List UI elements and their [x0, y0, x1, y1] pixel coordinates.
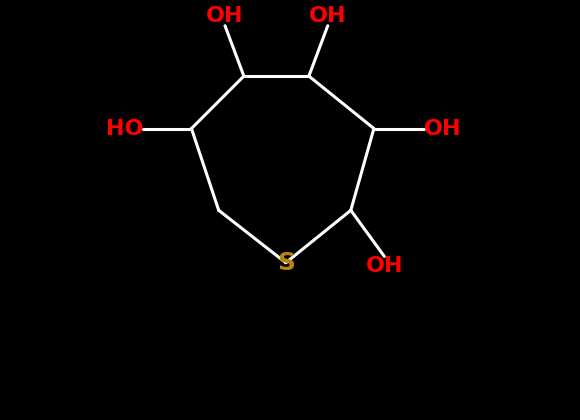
Text: OH: OH	[424, 118, 462, 139]
Text: HO: HO	[106, 118, 143, 139]
Text: OH: OH	[365, 257, 403, 276]
Text: S: S	[277, 251, 295, 275]
Text: OH: OH	[206, 6, 244, 26]
Text: OH: OH	[309, 6, 346, 26]
